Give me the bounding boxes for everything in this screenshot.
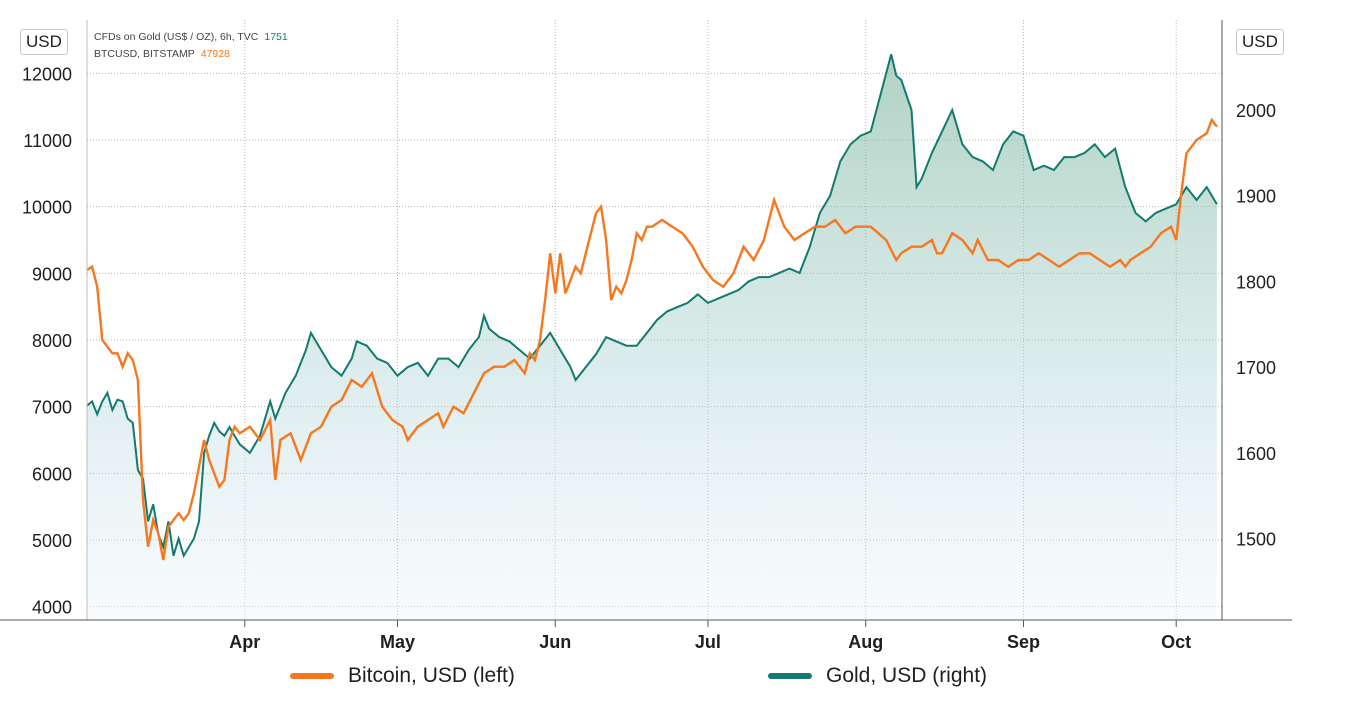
right-tick-label: 1900	[1236, 187, 1276, 207]
x-tick-label: Jun	[539, 632, 571, 652]
btc-series-title: BTCUSD, BITSTAMP	[94, 48, 195, 60]
left-tick-label: 11000	[23, 131, 72, 151]
gold-last-value: 1751	[264, 31, 288, 43]
legend-item-bitcoin[interactable]: Bitcoin, USD (left)	[290, 662, 515, 690]
right-axis-ticks: 1500 1600 1700 1800 1900 2000	[1236, 101, 1276, 550]
left-tick-label: 6000	[32, 464, 72, 484]
gold-legend-label: Gold, USD (right)	[826, 664, 988, 687]
gold-series-line	[86, 54, 1218, 559]
x-tick-label: May	[380, 632, 415, 652]
plot-frame	[0, 20, 1292, 621]
left-axis-unit-badge[interactable]: USD	[20, 29, 68, 55]
left-tick-label: 12000	[22, 64, 72, 84]
gold-series-header: CFDs on Gold (US$ / OZ), 6h, TVC 1751	[94, 31, 288, 43]
x-tick-label: Sep	[1007, 632, 1040, 652]
right-tick-label: 1800	[1236, 272, 1276, 292]
right-tick-label: 1600	[1236, 444, 1276, 464]
x-tick-label: Aug	[848, 632, 883, 652]
x-axis-ticks: Apr May Jun Jul Aug Sep Oct	[229, 620, 1191, 652]
gold-series-title: CFDs on Gold (US$ / OZ), 6h, TVC	[94, 31, 259, 43]
btc-series-header: BTCUSD, BITSTAMP 47928	[94, 48, 230, 60]
btc-last-value: 47928	[200, 48, 230, 60]
right-tick-label: 1500	[1236, 530, 1276, 550]
bitcoin-series-line	[86, 117, 1218, 561]
gold-legend-swatch	[768, 673, 812, 679]
right-tick-label: 1700	[1236, 358, 1276, 378]
bitcoin-legend-swatch	[290, 673, 334, 679]
left-tick-label: 9000	[32, 264, 72, 284]
left-tick-label: 10000	[22, 198, 72, 218]
left-tick-label: 4000	[32, 598, 72, 618]
left-tick-label: 7000	[32, 398, 72, 418]
left-axis-ticks: 4000 5000 6000 7000 8000 9000 10000 11000 12000	[22, 64, 72, 617]
left-tick-label: 5000	[32, 531, 72, 551]
left-tick-label: 8000	[32, 331, 72, 351]
bitcoin-legend-label: Bitcoin, USD (left)	[348, 664, 515, 687]
x-tick-label: Apr	[229, 632, 260, 652]
right-axis-unit-badge[interactable]: USD	[1236, 29, 1284, 55]
gold-area-fill	[87, 54, 1217, 621]
right-tick-label: 2000	[1236, 101, 1276, 121]
legend-item-gold[interactable]: Gold, USD (right)	[768, 662, 987, 690]
x-tick-label: Jul	[695, 632, 721, 652]
x-tick-label: Oct	[1161, 632, 1191, 652]
